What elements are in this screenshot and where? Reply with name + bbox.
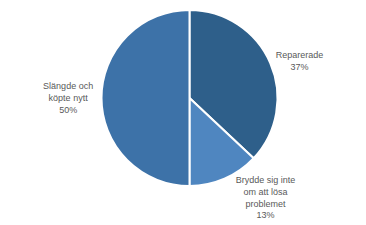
svg-text:Slängde ochköpte nytt50%: Slängde ochköpte nytt50% (43, 81, 93, 114)
svg-text:Reparerade37%: Reparerade37% (276, 50, 324, 72)
svg-text:Brydde sig inteom att lösaprob: Brydde sig inteom att lösaproblemet13% (236, 175, 296, 220)
